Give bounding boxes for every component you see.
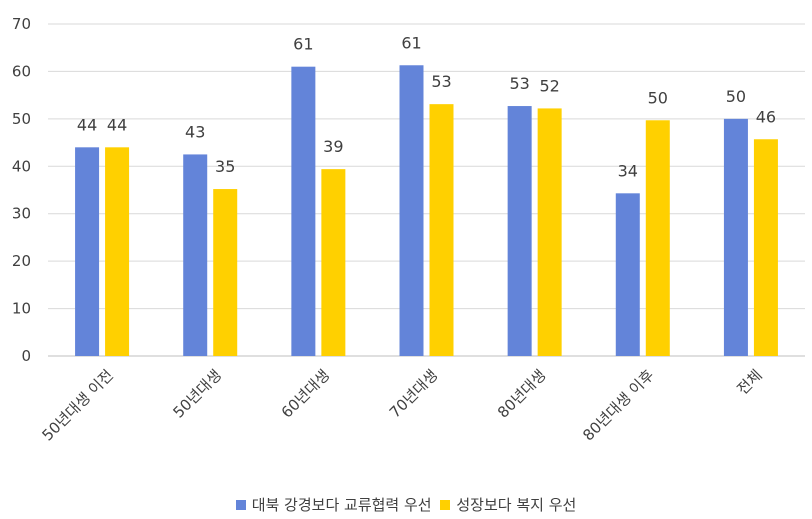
x-tick-label: 70년대생	[386, 366, 442, 422]
data-label: 61	[293, 35, 313, 54]
legend-label-series-2: 성장보다 복지 우선	[456, 496, 577, 514]
x-tick-label: 60년대생	[278, 366, 334, 422]
data-label: 46	[756, 107, 776, 126]
x-axis-labels: 50년대생 이전 50년대생 60년대생 70년대생 80년대생 80년대생 이후 전체	[39, 366, 766, 445]
bar-series-1	[291, 66, 316, 356]
y-tick-label: 40	[12, 157, 31, 175]
data-label: 34	[618, 161, 638, 180]
bar-series-1	[723, 118, 748, 356]
data-label: 35	[215, 157, 235, 176]
y-tick-label: 70	[12, 15, 31, 33]
data-labels: 44 44 43 35 61 39 61 53 53 52 34 50 50 46	[77, 33, 776, 180]
y-tick-label: 30	[12, 205, 31, 223]
x-tick-label: 전체	[734, 366, 766, 398]
legend-swatch-series-1	[235, 499, 246, 510]
data-label: 44	[77, 115, 97, 134]
legend: 대북 강경보다 교류협력 우선 성장보다 복지 우선	[0, 494, 812, 515]
data-label: 53	[431, 72, 451, 91]
y-tick-label: 0	[21, 347, 31, 365]
y-tick-label: 50	[12, 110, 31, 128]
legend-label-series-1: 대북 강경보다 교류협력 우선	[251, 496, 432, 514]
gridlines	[48, 23, 805, 357]
bar-series-2	[645, 120, 670, 356]
bar-series-2	[429, 104, 454, 356]
data-label: 43	[185, 122, 205, 141]
y-tick-label: 20	[12, 252, 31, 270]
bars	[75, 65, 778, 357]
x-tick-label: 80년대생	[494, 366, 550, 422]
bar-series-2	[105, 147, 130, 356]
bar-series-1	[183, 154, 208, 356]
bar-series-2	[213, 189, 238, 356]
bar-series-1	[615, 193, 640, 356]
y-axis-ticks: 0 10 20 30 40 50 60 70	[12, 15, 31, 365]
legend-item-series-2: 성장보다 복지 우선	[440, 494, 576, 515]
data-label: 61	[401, 33, 421, 52]
bar-series-2	[753, 139, 778, 356]
legend-swatch-series-2	[440, 499, 451, 510]
data-label: 50	[648, 88, 668, 107]
bar-series-1	[75, 147, 100, 356]
data-label: 52	[539, 76, 559, 95]
bar-series-2	[537, 108, 562, 357]
data-label: 44	[107, 115, 127, 134]
bar-series-2	[321, 169, 346, 356]
x-tick-label: 80년대생 이후	[579, 366, 658, 445]
y-tick-label: 60	[12, 62, 31, 80]
data-label: 53	[509, 74, 529, 93]
legend-item-series-1: 대북 강경보다 교류협력 우선	[235, 494, 432, 515]
y-tick-label: 10	[12, 300, 31, 318]
data-label: 50	[726, 87, 746, 106]
x-tick-label: 50년대생	[170, 366, 226, 422]
x-tick-label: 50년대생 이전	[39, 366, 117, 444]
data-label: 39	[323, 137, 343, 156]
bar-series-1	[507, 106, 532, 357]
bar-series-1	[399, 65, 424, 357]
